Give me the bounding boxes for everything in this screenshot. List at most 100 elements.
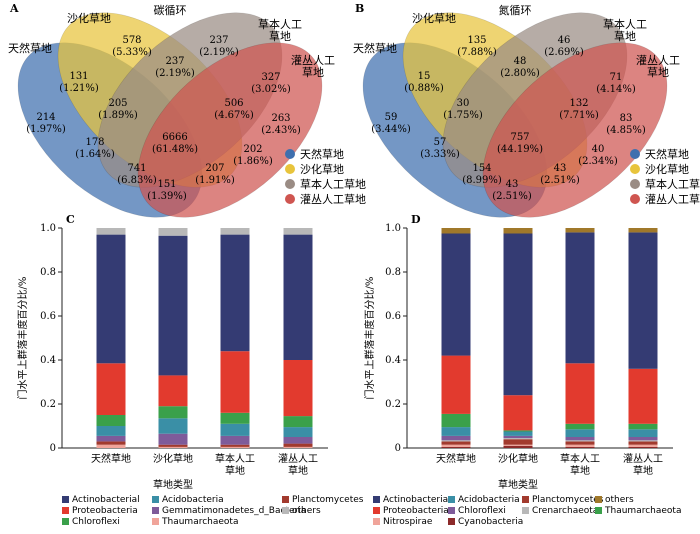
bar-segment bbox=[158, 406, 188, 419]
venn-count-123: 30 bbox=[457, 98, 470, 109]
venn-pct-1: (3.44%) bbox=[371, 124, 411, 135]
bar-segment bbox=[628, 437, 658, 441]
venn-set-label-3: 草本人工 bbox=[258, 17, 302, 31]
venn-set-4 bbox=[482, 42, 668, 218]
venn-legend-label: 天然草地 bbox=[300, 147, 344, 161]
venn-count-124: 43 bbox=[554, 163, 567, 174]
bar-segment bbox=[628, 444, 658, 447]
legend-label: Actinobacterial bbox=[72, 495, 140, 505]
venn-legend-label: 沙化草地 bbox=[645, 162, 689, 176]
bar-segment bbox=[503, 228, 533, 234]
bar-segment bbox=[503, 430, 533, 432]
venn-legend-label: 天然草地 bbox=[645, 147, 689, 161]
bar-segment bbox=[96, 363, 126, 415]
bar-segment bbox=[441, 413, 471, 428]
bar-segment bbox=[628, 423, 658, 430]
bar-segment bbox=[503, 438, 533, 440]
venn-pct-134: (6.83%) bbox=[117, 175, 157, 186]
venn-pct-24: (2.34%) bbox=[578, 156, 618, 167]
x-tick-label: 草地 bbox=[225, 464, 245, 477]
legend-swatch bbox=[448, 518, 455, 525]
venn-panel-A: A 碳循环214(1.97%)578(5.33%)237(2.19%)263(2.… bbox=[8, 2, 366, 218]
bar-segment bbox=[96, 415, 126, 426]
venn-pct-134: (8.99%) bbox=[462, 175, 502, 186]
y-tick-label: 0.4 bbox=[385, 355, 401, 366]
venn-count-134: 741 bbox=[127, 163, 146, 174]
bar-segment bbox=[628, 368, 658, 424]
y-tick-label: 1.0 bbox=[40, 223, 56, 234]
legend-label: others bbox=[605, 495, 634, 505]
venn-legend-label: 灌丛人工草地 bbox=[645, 193, 700, 206]
venn-pct-12: (1.21%) bbox=[59, 83, 99, 94]
venn-count-24: 202 bbox=[243, 144, 262, 155]
venn-count-234: 506 bbox=[224, 98, 243, 109]
x-tick-label: 灌丛人工 bbox=[278, 453, 318, 465]
bar-segment bbox=[441, 228, 471, 234]
x-tick-label: 天然草地 bbox=[91, 452, 131, 465]
venn-legend-swatch bbox=[285, 194, 295, 204]
y-tick-label: 0.4 bbox=[40, 355, 56, 366]
venn-count-123: 205 bbox=[108, 98, 127, 109]
x-tick-label: 沙化草地 bbox=[498, 452, 538, 465]
y-tick-label: 0.6 bbox=[385, 311, 401, 322]
bar-segment bbox=[283, 360, 313, 417]
legend-swatch bbox=[373, 507, 380, 514]
legend-label: Acidobacteria bbox=[458, 495, 520, 505]
venn-legend-swatch bbox=[630, 164, 640, 174]
bar-segment bbox=[628, 228, 658, 233]
venn-pct-2: (7.88%) bbox=[457, 47, 497, 58]
legend-swatch bbox=[448, 496, 455, 503]
venn-count-2: 578 bbox=[122, 35, 141, 46]
venn-count-134: 154 bbox=[472, 163, 491, 174]
legend-swatch bbox=[373, 518, 380, 525]
legend-label: Thaumarchaeota bbox=[161, 517, 238, 527]
venn-pct-1234: (44.19%) bbox=[497, 144, 543, 155]
venn-count-124: 207 bbox=[205, 163, 224, 174]
venn-pct-4: (2.43%) bbox=[261, 125, 301, 136]
venn-count-34: 71 bbox=[610, 72, 623, 83]
venn-count-4: 263 bbox=[271, 113, 290, 124]
bar-segment bbox=[565, 437, 595, 441]
bar-segment bbox=[158, 235, 188, 376]
legend-swatch bbox=[448, 507, 455, 514]
venn-set-label-3: 草地 bbox=[614, 30, 636, 43]
bar-segment bbox=[565, 429, 595, 437]
venn-pct-14: (2.51%) bbox=[492, 191, 532, 202]
venn-count-1234: 757 bbox=[510, 132, 529, 143]
x-tick-label: 天然草地 bbox=[436, 452, 476, 465]
x-axis-label: 草地类型 bbox=[153, 478, 193, 491]
bar-segment bbox=[283, 437, 313, 444]
bar-segment bbox=[283, 416, 313, 428]
legend-swatch bbox=[152, 507, 159, 514]
legend-swatch bbox=[595, 496, 602, 503]
legend-swatch bbox=[152, 496, 159, 503]
venn-count-23: 237 bbox=[165, 56, 184, 67]
bar-segment bbox=[503, 444, 533, 446]
bar-segment bbox=[96, 444, 126, 448]
x-tick-label: 灌丛人工 bbox=[623, 453, 663, 465]
bar-segment bbox=[565, 228, 595, 233]
bar-segment bbox=[220, 446, 250, 448]
legend-label: Crenarchaeota bbox=[532, 506, 598, 516]
legend-label: Planctomycetes bbox=[532, 495, 604, 505]
bar-segment bbox=[441, 444, 471, 447]
bar-segment bbox=[220, 228, 250, 235]
x-axis-label: 草地类型 bbox=[498, 478, 538, 491]
venn-legend-swatch bbox=[285, 149, 295, 159]
bar-segment bbox=[441, 440, 471, 442]
venn-set-label-4: 灌丛人工 bbox=[291, 54, 335, 67]
venn-legend-label: 沙化草地 bbox=[300, 162, 344, 176]
venn-legend-swatch bbox=[630, 149, 640, 159]
venn-legend-swatch bbox=[285, 179, 295, 189]
bar-segment bbox=[628, 232, 658, 369]
venn-legend-swatch bbox=[285, 164, 295, 174]
bar-segment bbox=[441, 441, 471, 445]
x-tick-label: 草本人工 bbox=[560, 452, 600, 465]
bar-segment bbox=[628, 446, 658, 448]
venn-count-14: 43 bbox=[506, 179, 519, 190]
legend-swatch bbox=[152, 518, 159, 525]
y-tick-label: 0.2 bbox=[40, 399, 56, 410]
bar-segment bbox=[565, 441, 595, 445]
bar-segment bbox=[283, 427, 313, 437]
